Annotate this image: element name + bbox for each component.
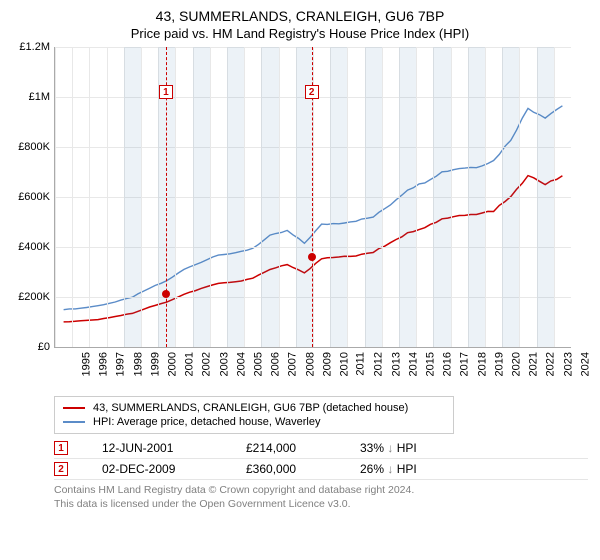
year-band [537, 47, 554, 347]
x-axis-label: 2017 [459, 352, 471, 376]
sale-row-pct: 26% ↓ HPI [360, 462, 480, 476]
x-axis-label: 2023 [562, 352, 574, 376]
x-axis-label: 2000 [166, 352, 178, 376]
chart-container: 43, SUMMERLANDS, CRANLEIGH, GU6 7BP Pric… [0, 0, 600, 517]
sale-row: 2 02-DEC-2009 £360,000 26% ↓ HPI [54, 459, 588, 480]
y-axis-label: £1.2M [19, 41, 50, 53]
sale-marker-box: 1 [159, 85, 173, 99]
x-axis-label: 2024 [579, 352, 591, 376]
year-band [365, 47, 382, 347]
x-axis-label: 2018 [476, 352, 488, 376]
year-band [433, 47, 450, 347]
gridline [347, 47, 348, 347]
x-axis-label: 2012 [373, 352, 385, 376]
year-band [124, 47, 141, 347]
gridline [141, 47, 142, 347]
x-axis-label: 2016 [442, 352, 454, 376]
sale-marker-dot [162, 290, 170, 298]
legend-row: HPI: Average price, detached house, Wave… [63, 415, 445, 429]
gridline [210, 47, 211, 347]
legend-label: 43, SUMMERLANDS, CRANLEIGH, GU6 7BP (det… [93, 402, 408, 414]
year-band [330, 47, 347, 347]
x-axis-label: 2007 [287, 352, 299, 376]
sale-row-date: 02-DEC-2009 [102, 462, 212, 476]
gridline [382, 47, 383, 347]
sale-row-date: 12-JUN-2001 [102, 441, 212, 455]
gridline [519, 47, 520, 347]
x-axis-label: 2008 [304, 352, 316, 376]
y-axis-label: £400K [18, 241, 50, 253]
legend-swatch [63, 421, 85, 423]
sale-marker-box: 2 [305, 85, 319, 99]
year-band [399, 47, 416, 347]
gridline [55, 47, 56, 347]
x-axis-label: 1997 [115, 352, 127, 376]
year-band [468, 47, 485, 347]
gridline [485, 47, 486, 347]
y-axis-label: £0 [38, 341, 50, 353]
footer-attribution: Contains HM Land Registry data © Crown c… [54, 480, 588, 510]
legend: 43, SUMMERLANDS, CRANLEIGH, GU6 7BP (det… [54, 396, 454, 434]
year-band [502, 47, 519, 347]
sale-row-price: £214,000 [246, 441, 326, 455]
gridline [244, 47, 245, 347]
arrow-down-icon: ↓ [387, 462, 393, 476]
y-axis-label: £800K [18, 141, 50, 153]
footer-line: Contains HM Land Registry data © Crown c… [54, 484, 588, 497]
x-axis-label: 1999 [149, 352, 161, 376]
legend-label: HPI: Average price, detached house, Wave… [93, 416, 320, 428]
x-axis-label: 1995 [80, 352, 92, 376]
x-axis-label: 2019 [493, 352, 505, 376]
chart-subtitle: Price paid vs. HM Land Registry's House … [12, 26, 588, 42]
x-axis: 1995 1996 1997 1998 1999 2000 2001 2002 2003 2004… [54, 348, 570, 392]
legend-swatch [63, 407, 85, 409]
sale-row-marker: 1 [54, 441, 68, 455]
x-axis-label: 2022 [545, 352, 557, 376]
x-axis-label: 2015 [424, 352, 436, 376]
x-axis-label: 1996 [98, 352, 110, 376]
gridline [175, 47, 176, 347]
arrow-down-icon: ↓ [387, 441, 393, 455]
year-band [261, 47, 278, 347]
x-axis-label: 2013 [390, 352, 402, 376]
x-axis-label: 2009 [321, 352, 333, 376]
x-axis-label: 2020 [510, 352, 522, 376]
y-axis-label: £1M [29, 91, 50, 103]
y-axis-label: £600K [18, 191, 50, 203]
x-axis-label: 1998 [132, 352, 144, 376]
gridline [416, 47, 417, 347]
sale-row-marker: 2 [54, 462, 68, 476]
plot-area: 12 [54, 47, 571, 348]
sale-row-pct: 33% ↓ HPI [360, 441, 480, 455]
chart-plot-wrap: £0£200K£400K£600K£800K£1M£1.2M 12 [12, 47, 588, 348]
x-axis-label: 2001 [184, 352, 196, 376]
x-axis-label: 2006 [270, 352, 282, 376]
gridline [72, 47, 73, 347]
sale-row: 1 12-JUN-2001 £214,000 33% ↓ HPI [54, 438, 588, 459]
gridline [451, 47, 452, 347]
x-axis-label: 2011 [355, 352, 367, 376]
gridline [107, 47, 108, 347]
x-axis-label: 2003 [218, 352, 230, 376]
gridline [279, 47, 280, 347]
y-axis: £0£200K£400K£600K£800K£1M£1.2M [12, 47, 54, 347]
x-axis-label: 2010 [338, 352, 350, 376]
gridline [89, 47, 90, 347]
x-axis-label: 2004 [235, 352, 247, 376]
x-axis-label: 2014 [407, 352, 419, 376]
sale-marker-dot [308, 253, 316, 261]
year-band [227, 47, 244, 347]
legend-row: 43, SUMMERLANDS, CRANLEIGH, GU6 7BP (det… [63, 401, 445, 415]
y-axis-label: £200K [18, 291, 50, 303]
x-axis-label: 2005 [252, 352, 264, 376]
footer-line: This data is licensed under the Open Gov… [54, 498, 588, 511]
sale-row-price: £360,000 [246, 462, 326, 476]
gridline [554, 47, 555, 347]
x-axis-label: 2002 [201, 352, 213, 376]
chart-title: 43, SUMMERLANDS, CRANLEIGH, GU6 7BP [12, 8, 588, 25]
x-axis-label: 2021 [528, 352, 540, 376]
sales-table: 1 12-JUN-2001 £214,000 33% ↓ HPI 2 02-DEC-200… [54, 438, 588, 480]
year-band [193, 47, 210, 347]
